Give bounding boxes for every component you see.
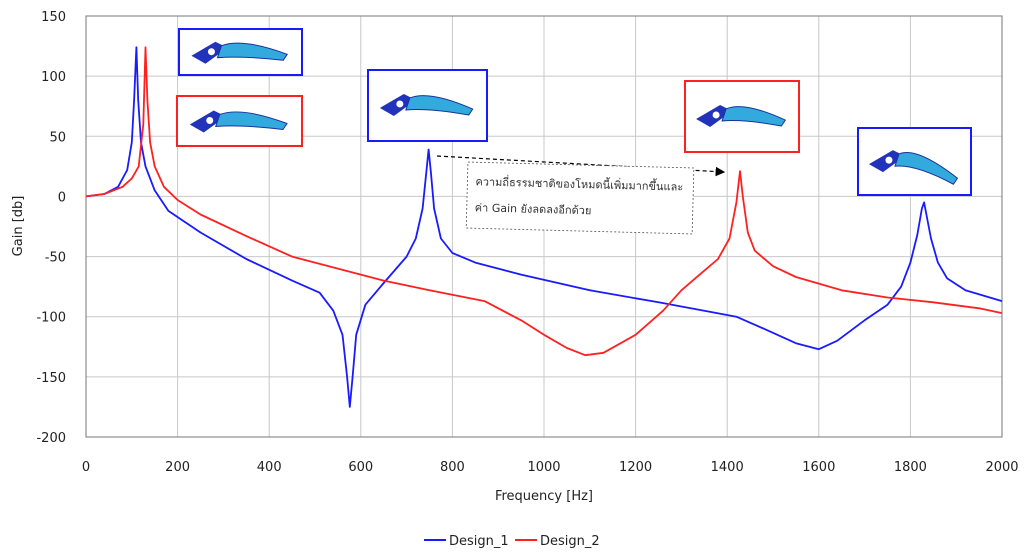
mode-shape-image [176, 95, 303, 147]
x-tick-label: 1800 [894, 460, 927, 475]
x-tick-label: 1600 [802, 460, 835, 475]
series-lines [85, 46, 1003, 408]
mode-shape-image [857, 127, 972, 196]
legend-label-design-2: Design_2 [540, 534, 600, 549]
x-tick-label: 800 [440, 460, 465, 475]
y-tick-label: 100 [41, 70, 66, 85]
y-tick-label: 0 [58, 190, 66, 205]
mode-shape-image [684, 80, 800, 153]
y-tick-label: -150 [36, 371, 66, 386]
y-tick-label: -50 [45, 251, 66, 266]
legend: Design_1 Design_2 [424, 534, 600, 549]
x-tick-label: 1200 [619, 460, 652, 475]
series-line-design-2 [85, 46, 1003, 357]
x-tick-label: 0 [82, 460, 90, 475]
x-tick-label: 1400 [711, 460, 744, 475]
legend-label-design-1: Design_1 [449, 534, 509, 549]
y-tick-label: 50 [49, 130, 66, 145]
y-tick-labels: 150 100 50 0 -50 -100 -150 -200 [36, 10, 66, 446]
plot-area-border [85, 15, 1003, 438]
annotation-line-2: ค่า Gain ยังลดลงอีกด้วย [475, 201, 592, 217]
x-tick-label: 2000 [985, 460, 1018, 475]
mode-shape-image [367, 69, 488, 142]
annotation-line-1: ความถี่ธรรมชาติของโหมดนี้เพิ่มมากขึ้นและ [475, 173, 683, 193]
x-tick-labels: 0 200 400 600 800 1000 1200 1400 1600 1800 2000 [82, 460, 1019, 475]
x-tick-label: 400 [257, 460, 282, 475]
mode-shape-thumbnails [176, 28, 972, 196]
x-tick-label: 1000 [527, 460, 560, 475]
annotation-note: ความถี่ธรรมชาติของโหมดนี้เพิ่มมากขึ้นและ… [465, 161, 695, 235]
x-tick-label: 200 [165, 460, 190, 475]
y-axis-title: Gain [db] [11, 196, 26, 257]
y-tick-label: -200 [36, 431, 66, 446]
x-tick-label: 600 [348, 460, 373, 475]
mode-shape-image [178, 28, 303, 76]
y-tick-label: -100 [36, 311, 66, 326]
series-line-design-1 [85, 46, 1003, 408]
y-tick-label: 150 [41, 10, 66, 25]
x-axis-title: Frequency [Hz] [495, 489, 593, 504]
